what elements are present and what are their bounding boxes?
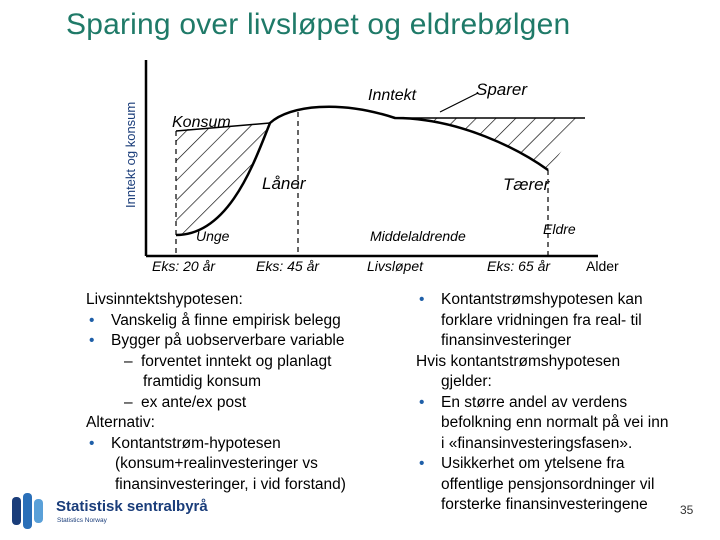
bullet-continued: offentlige pensjonsordninger vil	[441, 475, 655, 493]
left-text-column: Livsinntektshypotesen: • Vanskelig å finn…	[86, 290, 406, 495]
bullet-icon: •	[419, 291, 425, 308]
bullet-continued: forsterke finansinvesteringene	[441, 496, 648, 513]
life-income-heading: Livsinntektshypotesen:	[86, 291, 243, 308]
page-number: 35	[680, 503, 694, 517]
bullet-item: • Kontantstrømshypotesen kan	[398, 290, 716, 311]
bullet-continued: finansinvesteringer	[441, 332, 572, 349]
consumption-line	[175, 122, 271, 132]
borrower-label: Låner	[262, 174, 306, 193]
dissaving-area	[395, 118, 585, 170]
bullet-continued: (konsum+realinvesteringer vs	[115, 455, 318, 472]
bullet-continued: i «finansinvesteringsfasen».	[441, 434, 633, 452]
bullet-continued: befolkning enn normalt på vei inn	[441, 414, 669, 431]
dash-icon: –	[124, 352, 133, 370]
alternative-heading: Alternativ:	[86, 414, 155, 431]
ssb-logo-subtitle: Statistics Norway	[57, 517, 107, 524]
page-title: Sparing over livsløpet og eldrebølgen	[66, 8, 571, 41]
bullet-icon: •	[89, 311, 95, 329]
sub-item: – forventet inntekt og planlagt	[86, 352, 406, 373]
saver-pointer	[439, 92, 479, 113]
sub-item: – ex ante/ex post	[86, 393, 406, 414]
dash-icon: –	[124, 393, 133, 411]
bullet-item: • Vanskelig å finne empirisk belegg	[86, 311, 406, 332]
condition-text: Hvis kontantstrømshypotesen	[416, 352, 621, 370]
bullet-continued: forklare vridningen fra real- til	[441, 311, 642, 329]
bullet-icon: •	[89, 434, 95, 452]
consumption-label: Konsum	[172, 114, 231, 131]
bullet-icon: •	[89, 332, 95, 349]
ssb-logo-name: Statistisk sentralbyrå	[56, 498, 208, 515]
y-axis-label: Inntekt og konsum	[123, 102, 138, 208]
dissaver-label: Tærer	[503, 175, 550, 194]
lifecycle-diagram: Inntekt og konsum	[123, 60, 598, 258]
lifecycle-label: Livsløpet	[367, 258, 424, 274]
example-age-20: Eks: 20 år	[152, 258, 216, 274]
ssb-logo-icon	[12, 493, 43, 529]
sub-item-continued: framtidig konsum	[143, 373, 262, 390]
old-label: Eldre	[543, 221, 576, 237]
bullet-icon: •	[419, 455, 425, 472]
example-age-65: Eks: 65 år	[487, 258, 551, 274]
income-label: Inntekt	[368, 87, 417, 104]
bullet-item: • Bygger på uobserverbare variable	[86, 331, 406, 352]
bullet-continued: finansinvesteringer, i vid forstand)	[115, 475, 346, 493]
age-axis-label: Alder	[586, 258, 619, 274]
bullet-item: • En større andel av verdens	[398, 393, 716, 414]
right-text-column: • Kontantstrømshypotesen kan forklare vri…	[398, 290, 716, 516]
saver-label: Sparer	[476, 80, 528, 99]
middle-aged-label: Middelaldrende	[370, 228, 466, 244]
example-age-45: Eks: 45 år	[256, 258, 320, 274]
young-label: Unge	[196, 228, 230, 244]
ssb-logo: Statistisk sentralbyrå Statistics Norway	[10, 490, 215, 532]
bullet-icon: •	[419, 393, 425, 411]
bullet-item: • Kontantstrøm-hypotesen	[86, 434, 406, 455]
condition-text-continued: gjelder:	[441, 373, 492, 390]
borrowing-area	[176, 123, 270, 235]
income-curve	[175, 105, 549, 237]
bullet-item: • Usikkerhet om ytelsene fra	[398, 454, 716, 475]
